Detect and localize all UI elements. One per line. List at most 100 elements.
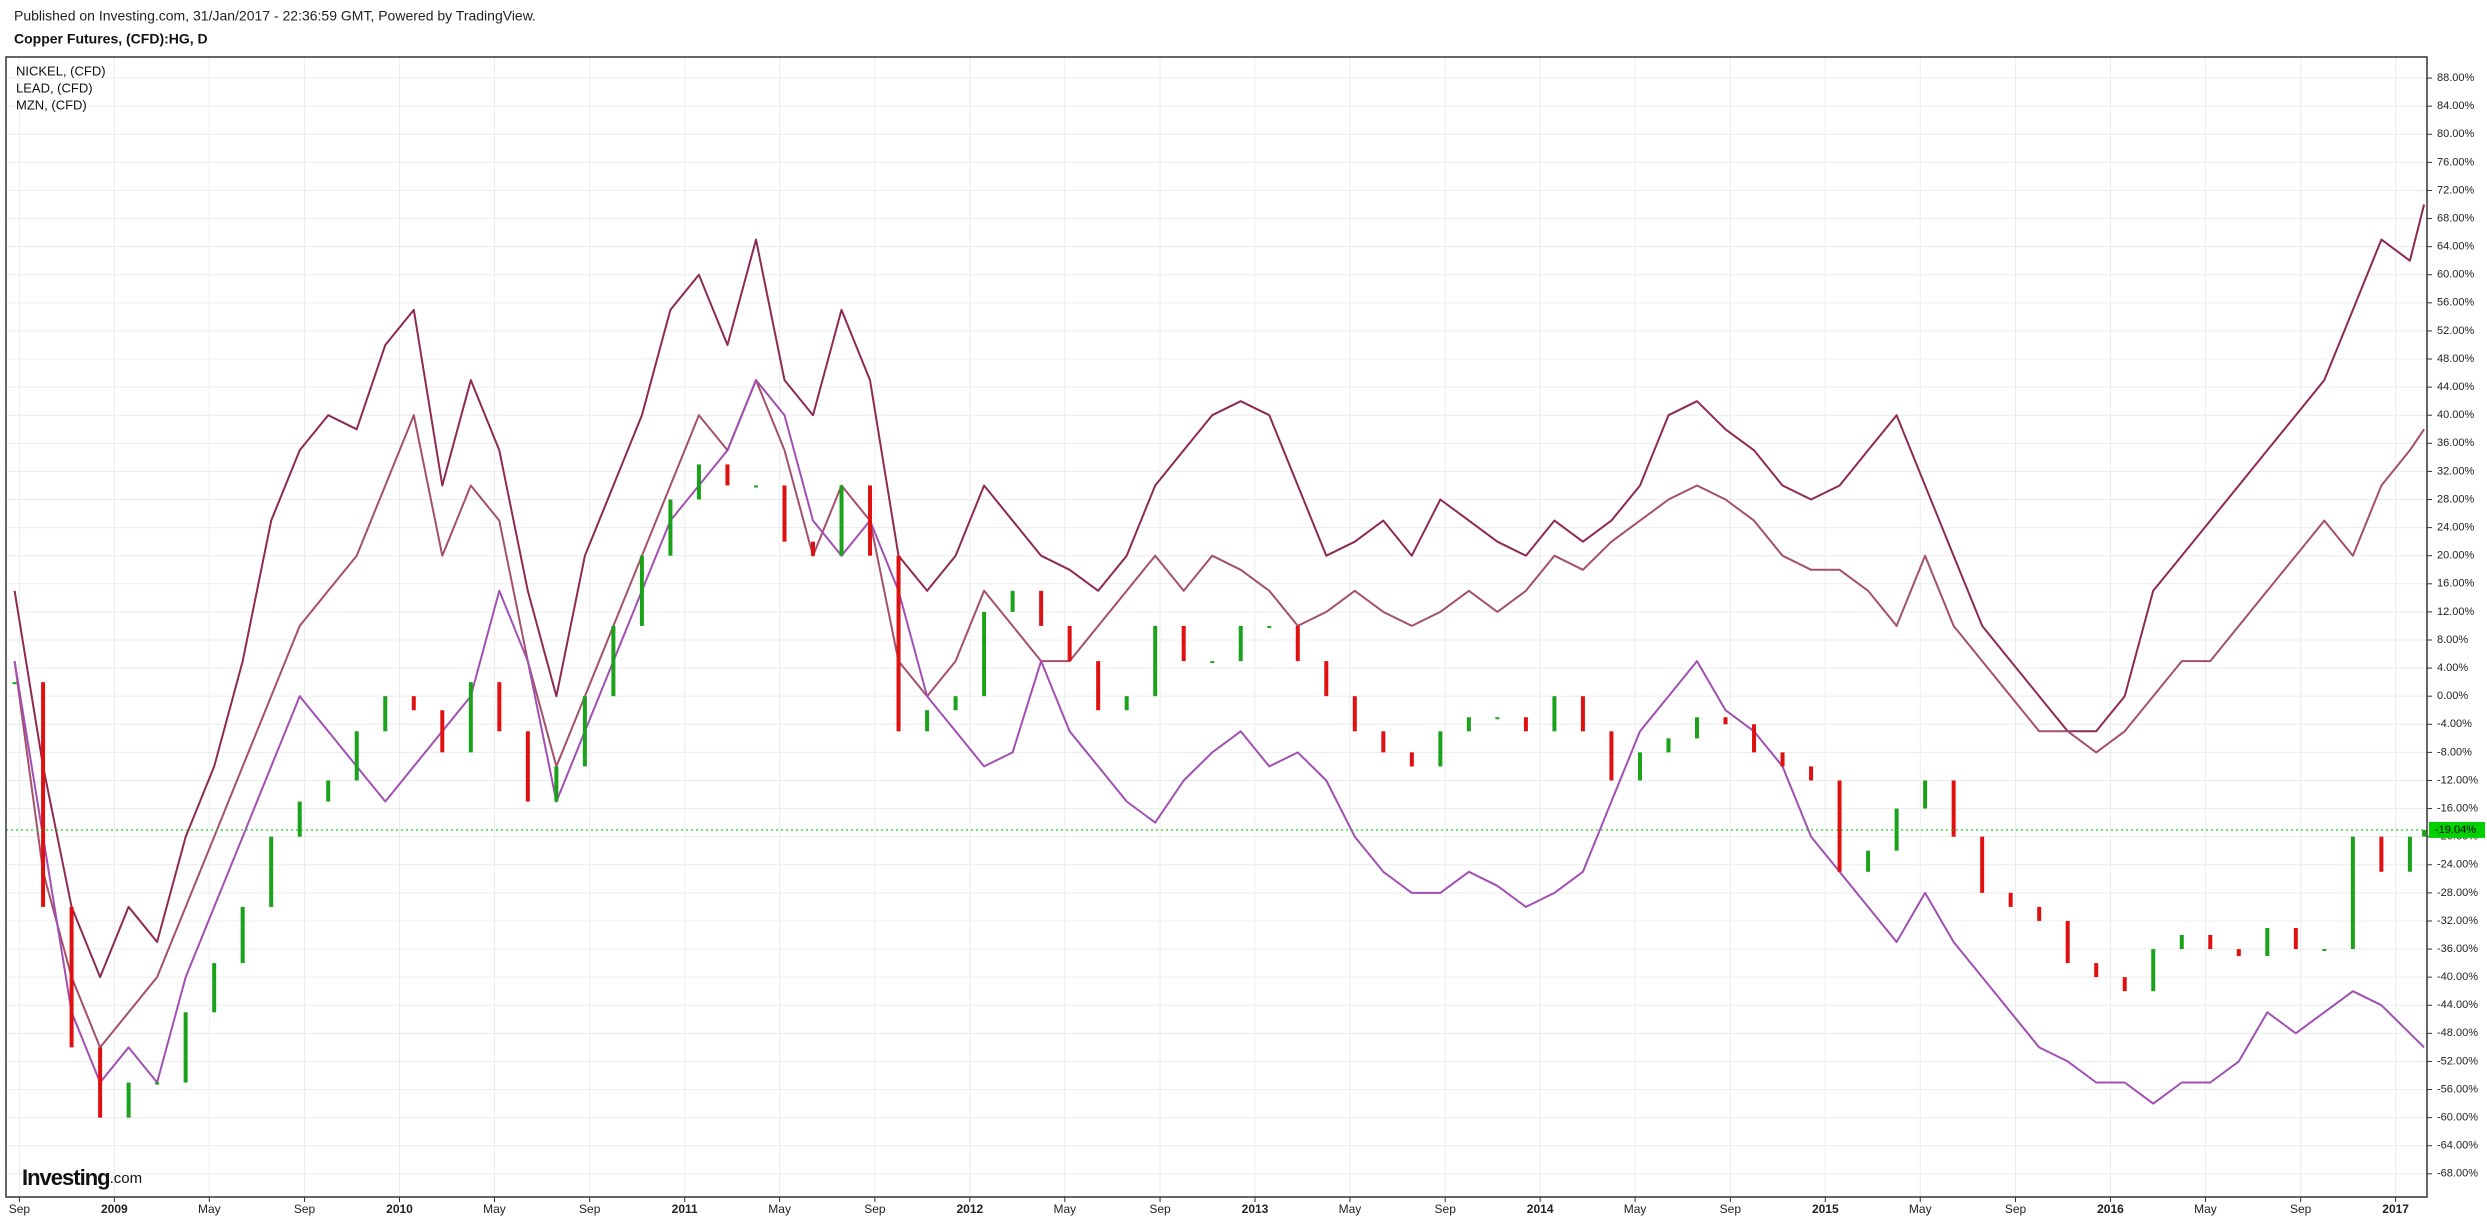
price-candle xyxy=(2236,949,2241,957)
price-candle xyxy=(554,766,559,802)
price-candle xyxy=(126,1082,131,1118)
price-candle xyxy=(725,464,730,486)
price-candle xyxy=(953,696,958,711)
y-tick-label: -40.00% xyxy=(2437,971,2478,983)
price-candle xyxy=(2379,836,2384,872)
price-candle xyxy=(1866,850,1871,872)
price-candle xyxy=(2151,949,2156,992)
last-value-label: -19.04% xyxy=(2435,824,2476,836)
price-candle xyxy=(1466,717,1471,732)
y-tick-label: 76.00% xyxy=(2437,156,2475,168)
x-tick-label: May xyxy=(1624,1202,1647,1216)
price-candle xyxy=(1752,724,1757,753)
x-tick-label: May xyxy=(1339,1202,1362,1216)
price-candle xyxy=(2322,949,2327,952)
price-candle xyxy=(1580,696,1585,732)
y-tick-label: -64.00% xyxy=(2437,1140,2478,1152)
price-candle xyxy=(1238,625,1243,662)
price-candle xyxy=(468,682,473,753)
y-tick-label: 48.00% xyxy=(2437,353,2475,365)
price-candle xyxy=(525,731,530,802)
y-tick-label: 32.00% xyxy=(2437,465,2475,477)
x-tick-label: Sep xyxy=(2005,1202,2027,1216)
x-tick-label: May xyxy=(2194,1202,2217,1216)
y-tick-label: 80.00% xyxy=(2437,128,2475,140)
y-tick-label: -24.00% xyxy=(2437,859,2478,871)
x-tick-label: Sep xyxy=(1149,1202,1171,1216)
logo-main: Investing xyxy=(22,1165,110,1190)
price-candle xyxy=(839,485,844,556)
y-tick-label: 52.00% xyxy=(2437,325,2475,337)
price-candle xyxy=(1837,780,1842,872)
plot-marks xyxy=(6,204,2427,1118)
price-candle xyxy=(1609,731,1614,781)
y-tick-label: -8.00% xyxy=(2437,746,2472,758)
y-tick-label: -16.00% xyxy=(2437,802,2478,814)
price-candle xyxy=(383,696,388,732)
y-tick-label: 12.00% xyxy=(2437,606,2475,618)
price-candle xyxy=(497,682,502,732)
price-candle xyxy=(1666,738,1671,753)
price-candle xyxy=(1523,717,1528,732)
price-candle xyxy=(896,555,901,732)
y-tick-label: 36.00% xyxy=(2437,437,2475,449)
y-tick-label: -32.00% xyxy=(2437,915,2478,927)
price-candle xyxy=(2350,836,2355,950)
price-candle xyxy=(1780,752,1785,767)
price-candle xyxy=(12,682,17,685)
price-candle xyxy=(1295,625,1300,662)
grid xyxy=(6,57,2427,1197)
price-candle xyxy=(582,696,587,767)
price-candle xyxy=(354,731,359,781)
price-candle xyxy=(2008,892,2013,907)
y-tick-label: 4.00% xyxy=(2437,662,2468,674)
price-candle xyxy=(411,696,416,711)
y-tick-label: -56.00% xyxy=(2437,1083,2478,1095)
price-candle xyxy=(1324,661,1329,697)
price-candle xyxy=(2179,935,2184,950)
price-candle xyxy=(1923,780,1928,809)
price-candle xyxy=(1495,717,1500,720)
price-candle xyxy=(2407,836,2412,872)
price-candle xyxy=(811,541,815,556)
y-tick-label: 8.00% xyxy=(2437,634,2468,646)
y-tick-label: 40.00% xyxy=(2437,409,2475,421)
series-line xyxy=(13,204,2426,979)
price-candle xyxy=(1552,696,1557,732)
axes: 88.00% 84.00% 80.00% 76.00% 72.00% 68.00% 64.0… xyxy=(5,56,2485,1216)
x-tick-label: 2009 xyxy=(101,1202,128,1216)
x-tick-label: Sep xyxy=(9,1202,31,1216)
price-candle xyxy=(1210,661,1215,664)
x-tick-label: Sep xyxy=(2290,1202,2312,1216)
price-candle xyxy=(1124,696,1129,711)
y-tick-label: -44.00% xyxy=(2437,999,2478,1011)
price-candle xyxy=(1267,625,1272,628)
y-tick-label: -68.00% xyxy=(2437,1168,2478,1180)
price-candle xyxy=(212,963,217,1013)
published-note: Published on Investing.com, 31/Jan/2017 … xyxy=(14,8,536,24)
logo-suffix: .com xyxy=(110,1170,143,1187)
price-candle xyxy=(98,1047,103,1118)
price-candle xyxy=(1153,625,1158,697)
price-candle xyxy=(1096,661,1101,711)
y-tick-label: -60.00% xyxy=(2437,1112,2478,1124)
plot-frame xyxy=(5,56,2428,1198)
x-tick-label: Sep xyxy=(294,1202,316,1216)
legend-entry: LEAD, (CFD) xyxy=(16,80,93,95)
price-candle xyxy=(1181,625,1186,662)
price-candle xyxy=(269,836,274,907)
x-tick-label: 2011 xyxy=(672,1202,698,1216)
price-candle xyxy=(982,611,987,697)
price-candle xyxy=(1809,766,1814,781)
price-candle xyxy=(155,1082,160,1085)
price-candle xyxy=(41,682,46,907)
chart-title: Copper Futures, (CFD):HG, D xyxy=(14,31,208,47)
y-tick-label: 20.00% xyxy=(2437,550,2475,562)
price-candle xyxy=(1010,590,1015,612)
price-candle xyxy=(925,710,930,732)
x-tick-label: Sep xyxy=(864,1202,886,1216)
price-candle xyxy=(2208,935,2213,950)
price-candle xyxy=(2265,927,2270,957)
price-candle xyxy=(1352,696,1357,732)
